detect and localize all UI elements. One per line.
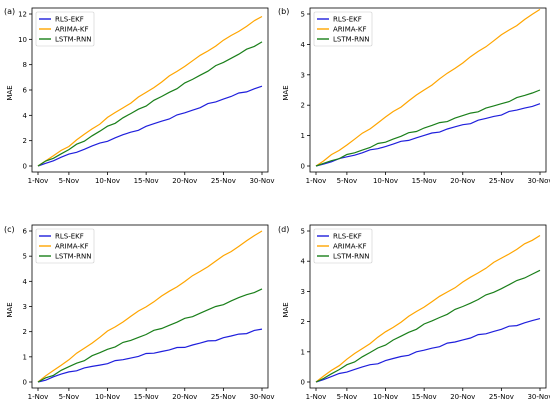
y-tick-label: 3 (301, 288, 305, 296)
x-tick-label: 1-Nov (306, 177, 327, 185)
x-tick-label: 1-Nov (28, 393, 49, 401)
x-tick-label: 25-Nov (489, 393, 514, 401)
x-tick-label: 25-Nov (211, 177, 236, 185)
panel-label: (a) (4, 7, 15, 16)
x-tick-label: 30-Nov (527, 177, 550, 185)
series-line-rls-ekf (315, 103, 541, 167)
legend-entry: ARIMA-KF (55, 26, 89, 34)
y-tick-label: 1 (301, 348, 305, 356)
x-tick-label: 20-Nov (450, 177, 475, 185)
x-tick-label: 30-Nov (527, 393, 550, 401)
x-tick-label: 10-Nov (95, 177, 120, 185)
panel-label: (d) (278, 225, 289, 234)
x-tick-label: 1-Nov (28, 177, 49, 185)
y-axis-label: MAE (282, 302, 290, 317)
y-tick-label: 0 (301, 379, 305, 387)
chart-panel-c: (c) MAE 0 1 2 3 4 5 6 1-Nov 5-Nov 10-Nov 15-Nov 20-… (4, 224, 275, 401)
y-tick-label: 2 (301, 318, 305, 326)
x-tick-label: 15-Nov (412, 393, 437, 401)
y-tick-label: 2 (23, 328, 27, 336)
y-axis-label: MAE (282, 85, 290, 100)
legend-entry: ARIMA-KF (333, 26, 367, 34)
chart-panel-a: (a) MAE 0 2 4 6 8 10 12 1-Nov 5-Nov 10-Nov 15-Nov 2… (4, 7, 275, 185)
y-tick-label: 0 (23, 163, 27, 171)
y-tick-label: 3 (23, 303, 27, 311)
x-tick-label: 1-Nov (306, 393, 327, 401)
x-tick-label: 20-Nov (450, 393, 475, 401)
x-tick-label: 20-Nov (172, 393, 197, 401)
y-axis-label: MAE (6, 85, 14, 100)
x-tick-label: 25-Nov (211, 393, 236, 401)
legend (313, 228, 373, 264)
y-tick-label: 6 (23, 228, 28, 236)
y-tick-label: 2 (23, 137, 27, 145)
y-axis-label: MAE (6, 302, 14, 317)
x-tick-label: 15-Nov (134, 393, 159, 401)
y-tick-label: 3 (301, 71, 305, 79)
y-tick-label: 8 (23, 61, 27, 69)
x-tick-label: 30-Nov (249, 177, 274, 185)
legend (313, 11, 373, 47)
y-tick-label: 1 (23, 353, 27, 361)
series-line-lstm-rnn (37, 288, 263, 383)
y-tick-label: 4 (301, 258, 306, 266)
y-tick-label: 4 (23, 278, 28, 286)
plot-frame (309, 224, 547, 389)
x-tick-label: 30-Nov (249, 393, 274, 401)
x-tick-label: 5-Nov (59, 393, 80, 401)
x-tick-label: 10-Nov (95, 393, 120, 401)
series-line-rls-ekf (37, 328, 263, 383)
y-tick-label: 6 (23, 87, 28, 95)
legend-entry: ARIMA-KF (333, 243, 367, 251)
y-tick-label: 10 (18, 36, 27, 44)
x-tick-label: 15-Nov (134, 177, 159, 185)
legend-entry: RLS-EKF (55, 16, 84, 24)
x-tick-label: 15-Nov (412, 177, 437, 185)
x-tick-label: 20-Nov (172, 177, 197, 185)
series-line-rls-ekf (315, 318, 541, 383)
legend-entry: RLS-EKF (333, 233, 362, 241)
y-tick-label: 2 (301, 102, 305, 110)
y-tick-label: 5 (301, 228, 305, 236)
legend (35, 11, 95, 47)
y-tick-label: 4 (23, 112, 28, 120)
x-tick-label: 10-Nov (373, 393, 398, 401)
legend (35, 228, 95, 264)
y-tick-label: 4 (301, 41, 306, 49)
x-tick-label: 5-Nov (337, 177, 358, 185)
series-line-arima-kf (37, 15, 263, 167)
legend-entry: LSTM-RNN (55, 253, 92, 261)
legend-entry: RLS-EKF (55, 233, 84, 241)
panel-label: (c) (4, 225, 15, 234)
chart-panel-d: (d) MAE 0 1 2 3 4 5 1-Nov 5-Nov 10-Nov 15-Nov 20-N… (278, 224, 550, 401)
y-tick-label: 5 (301, 11, 305, 19)
y-tick-label: 1 (301, 132, 305, 140)
chart-panel-b: (b) MAE 0 1 2 3 4 5 1-Nov 5-Nov 10-Nov 15-Nov 20-N… (278, 7, 550, 185)
legend-entry: ARIMA-KF (55, 243, 89, 251)
series-line-arima-kf (37, 230, 263, 383)
y-tick-label: 0 (301, 163, 305, 171)
y-tick-label: 5 (23, 253, 27, 261)
series-line-rls-ekf (37, 85, 263, 167)
x-tick-label: 5-Nov (337, 393, 358, 401)
y-tick-label: 12 (18, 11, 27, 19)
series-line-lstm-rnn (315, 269, 541, 383)
series-line-arima-kf (315, 8, 541, 167)
legend-entry: LSTM-RNN (55, 36, 92, 44)
series-line-lstm-rnn (315, 89, 541, 167)
panel-label: (b) (278, 7, 289, 16)
series-line-lstm-rnn (37, 41, 263, 167)
legend-entry: RLS-EKF (333, 16, 362, 24)
y-tick-label: 0 (23, 379, 27, 387)
legend-entry: LSTM-RNN (333, 253, 370, 261)
x-tick-label: 25-Nov (489, 177, 514, 185)
plot-frame (309, 7, 547, 173)
series-line-arima-kf (315, 234, 541, 383)
x-tick-label: 5-Nov (59, 177, 80, 185)
legend-entry: LSTM-RNN (333, 36, 370, 44)
x-tick-label: 10-Nov (373, 177, 398, 185)
